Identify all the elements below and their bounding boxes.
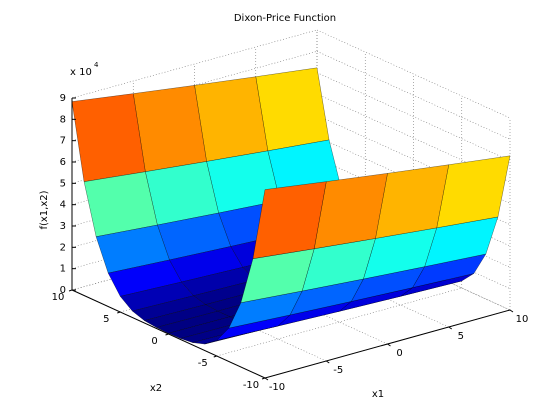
surface-patch [194, 76, 269, 162]
x-tick [264, 377, 269, 381]
z-tick-label: 8 [60, 114, 66, 125]
x-tick-label: -5 [333, 365, 343, 376]
z-exponent-base: x 10 [70, 67, 92, 78]
y-tick-label: -5 [198, 358, 208, 369]
y-tick-label: 10 [52, 292, 65, 303]
x-tick-label: -10 [269, 382, 285, 393]
x-axis-label: x1 [372, 389, 384, 400]
surface-patch [71, 93, 146, 182]
y-tick [213, 355, 217, 358]
x-tick [509, 309, 514, 313]
y-axis-label: x2 [150, 383, 162, 394]
z-tick-label: 4 [60, 200, 66, 211]
surface-patch [255, 67, 330, 152]
x-tick [448, 326, 453, 330]
y-tick-label: 0 [151, 336, 157, 347]
z-tick-label: 3 [60, 221, 66, 232]
y-tick-label: 5 [103, 314, 109, 325]
surface-patch [133, 85, 207, 172]
y-tick-label: -10 [243, 380, 259, 391]
grid-line [316, 29, 511, 119]
y-tick [165, 333, 169, 336]
z-tick-label: 2 [60, 242, 66, 253]
y-tick [68, 289, 73, 292]
x-tick [325, 360, 330, 364]
y-tick [117, 311, 121, 314]
grid-line [71, 29, 318, 99]
z-tick-label: 0 [60, 285, 66, 296]
surface-patch [252, 181, 327, 259]
grid-line [216, 287, 462, 357]
z-tick-label: 1 [60, 264, 66, 275]
x-tick [387, 343, 391, 347]
x-tick-label: 5 [458, 331, 464, 342]
z-tick-label: 9 [60, 93, 66, 104]
chart-title: Dixon-Price Function [234, 13, 336, 24]
x-tick-label: 10 [516, 314, 529, 325]
z-tick-label: 6 [60, 157, 66, 168]
grid-line [316, 51, 511, 140]
y-tick [261, 377, 266, 380]
z-axis-label: f(x1,x2) [39, 190, 50, 229]
z-exponent-power: 4 [94, 61, 99, 69]
z-tick-label: 7 [60, 136, 66, 147]
x-tick-label: 0 [396, 348, 402, 359]
z-tick-label: 5 [60, 178, 66, 189]
